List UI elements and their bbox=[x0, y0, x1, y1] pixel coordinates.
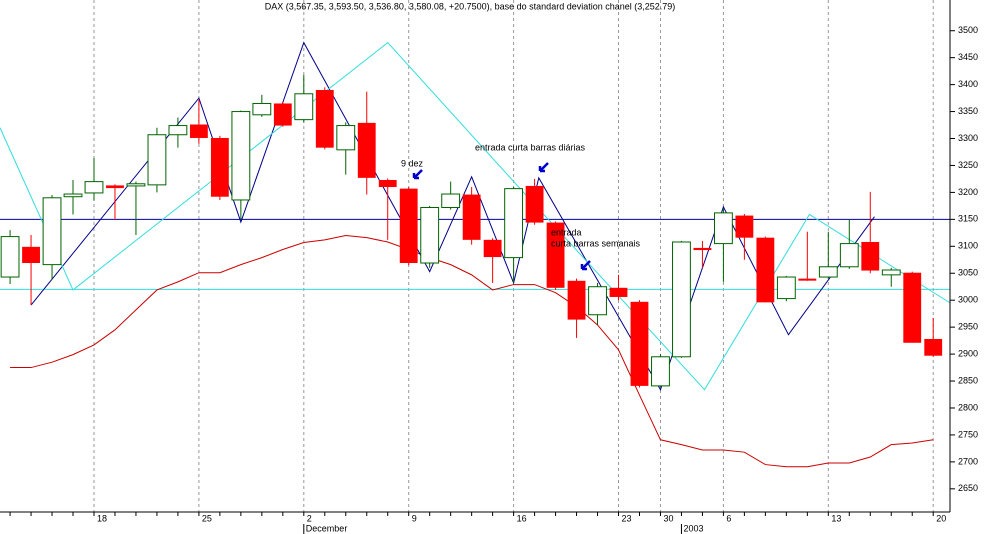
y-tick-label: 2650 bbox=[958, 483, 978, 493]
candle-body bbox=[713, 212, 733, 245]
candle-body bbox=[861, 241, 880, 271]
arrow bbox=[538, 162, 549, 173]
zigzag-line bbox=[30, 41, 875, 391]
candle-body bbox=[22, 246, 40, 264]
candle-body bbox=[504, 188, 524, 259]
candle-body bbox=[756, 237, 775, 303]
x-tick-label: 18 bbox=[97, 513, 107, 523]
chart-title: DAX (3,567.35, 3,593.50, 3,536.80, 3,580… bbox=[265, 1, 676, 11]
x-tick-label: 6 bbox=[726, 513, 731, 523]
annotation: 9 dez bbox=[401, 158, 424, 168]
candle-body bbox=[420, 206, 440, 264]
candle-body bbox=[189, 124, 208, 138]
candle-body bbox=[735, 215, 754, 238]
candle-body bbox=[798, 278, 817, 281]
candle-body bbox=[168, 125, 188, 136]
x-tick-label: 30 bbox=[663, 513, 673, 523]
y-tick-label: 3500 bbox=[958, 25, 978, 35]
y-tick-label: 3450 bbox=[958, 52, 978, 62]
y-tick-label: 2800 bbox=[958, 402, 978, 412]
candle-body bbox=[0, 236, 20, 278]
candle-body bbox=[336, 125, 356, 151]
candle-body bbox=[84, 181, 104, 194]
y-tick-label: 2950 bbox=[958, 322, 978, 332]
candle-body bbox=[818, 266, 838, 278]
y-tick-label: 3350 bbox=[958, 106, 978, 116]
y-tick-label: 3400 bbox=[958, 79, 978, 89]
x-tick-label: 25 bbox=[202, 513, 212, 523]
y-tick-label: 3050 bbox=[958, 268, 978, 278]
x-tick-label: 2 bbox=[307, 513, 312, 523]
candle-body bbox=[776, 276, 796, 300]
candle-body bbox=[630, 301, 649, 386]
candle-body bbox=[609, 287, 628, 297]
annotation: curta barras semanais bbox=[551, 238, 641, 248]
y-tick-label: 2700 bbox=[958, 456, 978, 466]
arrow bbox=[580, 260, 591, 271]
x-tick-label: 23 bbox=[622, 513, 632, 523]
candle-body bbox=[252, 102, 272, 116]
x-tick-label: 20 bbox=[936, 513, 946, 523]
y-tick-label: 3150 bbox=[958, 214, 978, 224]
y-tick-label: 3200 bbox=[958, 187, 978, 197]
candle-body bbox=[483, 239, 502, 258]
candle-body bbox=[924, 338, 943, 356]
y-tick-label: 2750 bbox=[958, 429, 978, 439]
candle-body bbox=[378, 180, 397, 188]
candle-body bbox=[546, 222, 565, 288]
y-tick-label: 3100 bbox=[958, 241, 978, 251]
y-tick-label: 3250 bbox=[958, 160, 978, 170]
candle-body bbox=[839, 243, 859, 268]
candle-body bbox=[651, 356, 670, 387]
x-tick-label: 13 bbox=[831, 513, 841, 523]
y-tick-label: 2850 bbox=[958, 375, 978, 385]
candle-body bbox=[881, 269, 901, 276]
candle-body bbox=[126, 183, 146, 187]
candle-body bbox=[567, 280, 586, 320]
candle-body bbox=[210, 137, 229, 197]
candle-body bbox=[693, 247, 712, 251]
y-tick-label: 3000 bbox=[958, 295, 978, 305]
candle-body bbox=[42, 197, 62, 266]
candle-body bbox=[672, 241, 691, 358]
candle-body bbox=[441, 193, 461, 208]
candles bbox=[0, 74, 943, 388]
annotations: 9 dez entrada curta barras diárias entra… bbox=[401, 142, 641, 271]
candle-body bbox=[294, 93, 314, 121]
candle-body bbox=[273, 103, 292, 126]
candle-body bbox=[357, 122, 376, 178]
candle-body bbox=[399, 188, 418, 264]
candle-body bbox=[903, 272, 922, 343]
candle-body bbox=[231, 111, 251, 201]
y-tick-label: 3300 bbox=[958, 133, 978, 143]
x-tick-label: 16 bbox=[517, 513, 527, 523]
candle-body bbox=[106, 185, 124, 189]
month-label: 2003 bbox=[683, 523, 703, 533]
candle-body bbox=[462, 194, 481, 240]
annotation: entrada curta barras diárias bbox=[475, 142, 586, 152]
deviation-line bbox=[10, 235, 934, 468]
candle-body bbox=[315, 90, 334, 148]
annotation: entrada bbox=[551, 227, 582, 237]
candle-body bbox=[525, 185, 544, 223]
arrow bbox=[412, 169, 423, 180]
candle-body bbox=[63, 193, 83, 198]
candle-body bbox=[588, 286, 607, 316]
candle-body bbox=[147, 134, 167, 186]
month-label: December bbox=[306, 523, 348, 533]
y-tick-label: 2900 bbox=[958, 348, 978, 358]
x-tick-label: 9 bbox=[412, 513, 417, 523]
